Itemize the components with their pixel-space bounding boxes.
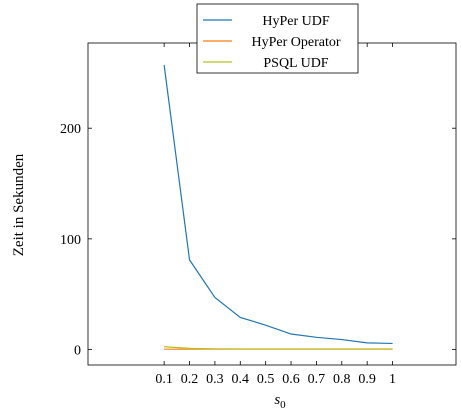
x-tick-label: 0.6 (282, 372, 300, 387)
series-line-3 (164, 346, 393, 350)
y-tick-label: 0 (74, 344, 81, 359)
legend-label: PSQL UDF (263, 56, 328, 71)
series-line-1 (163, 65, 393, 345)
series-layer (163, 65, 393, 350)
x-axis-label-main: s (274, 392, 280, 408)
x-tick-label: 0.3 (206, 372, 224, 387)
x-tick-label: 1 (389, 372, 396, 387)
y-tick-label: 200 (60, 122, 81, 137)
x-tick-label: 0.8 (333, 372, 351, 387)
x-tick-label: 0.4 (232, 372, 250, 387)
y-axis-ticks: 0 100 200 (60, 122, 456, 359)
x-tick-label: 0.7 (308, 372, 326, 387)
x-axis-ticks: 0.1 0.2 0.3 0.4 0.5 0.6 0.7 0.8 0.9 1 (155, 43, 396, 387)
x-tick-label: 0.1 (155, 372, 173, 387)
legend-label: HyPer Operator (251, 35, 340, 50)
x-tick-label: 0.9 (358, 372, 376, 387)
y-axis-label: Zeit in Sekunden (11, 153, 27, 256)
plot-frame (87, 42, 457, 366)
x-tick-label: 0.5 (257, 372, 275, 387)
legend: HyPer UDF HyPer Operator PSQL UDF (196, 3, 359, 74)
x-axis-label: s0 (274, 392, 286, 411)
x-tick-label: 0.2 (181, 372, 199, 387)
legend-label: HyPer UDF (262, 14, 329, 29)
x-axis-label-subscript: 0 (280, 399, 286, 411)
y-tick-label: 100 (60, 233, 81, 248)
